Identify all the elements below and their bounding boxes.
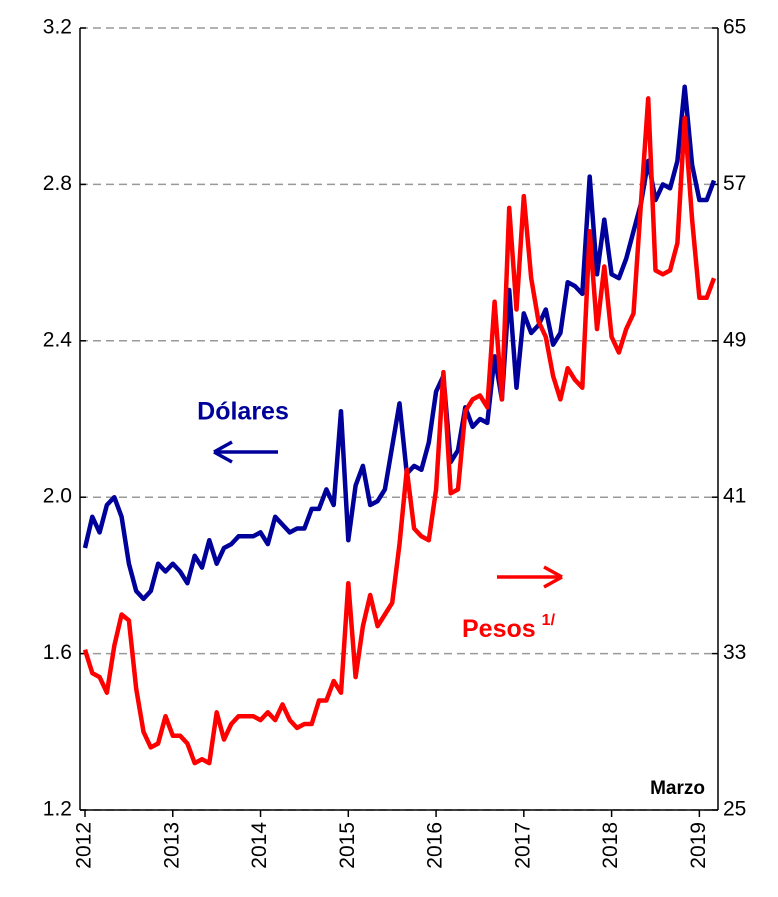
arrow-head: [213, 440, 233, 464]
y-tick-label: 2.0: [43, 485, 72, 508]
x-tick-label: 2012: [73, 822, 96, 869]
y2-tick-label: 33: [723, 641, 746, 664]
y-tick-label: 1.6: [43, 641, 72, 664]
y2-tick-label: 49: [723, 328, 746, 351]
series-line: [82, 96, 717, 766]
series-label: Pesos 1/: [462, 612, 556, 642]
y2-tick-label: 41: [723, 485, 746, 508]
y2-tick-label: 65: [723, 16, 746, 39]
y-tick-label: 2.4: [43, 328, 73, 351]
x-tick-label: 2014: [248, 822, 271, 869]
x-tick-label: 2017: [511, 822, 534, 869]
y-tick-label: 3.2: [43, 16, 72, 39]
y2-tick-label: 57: [723, 172, 746, 195]
y-tick-label: 2.8: [43, 172, 72, 195]
x-tick-label: 2018: [599, 822, 622, 869]
arrow-head: [543, 565, 563, 589]
series-line: [82, 84, 717, 602]
series-label: Dólares: [197, 398, 289, 426]
x-tick-label: 2013: [160, 822, 183, 869]
annotation: Marzo: [650, 778, 705, 799]
x-tick-label: 2015: [336, 822, 359, 869]
x-tick-label: 2016: [424, 822, 447, 869]
y-tick-label: 1.2: [43, 798, 72, 821]
y2-tick-label: 25: [723, 798, 746, 821]
footnote-mark: 1/: [542, 612, 556, 629]
series-name: Pesos: [462, 615, 536, 643]
x-tick-label: 2019: [687, 822, 710, 869]
